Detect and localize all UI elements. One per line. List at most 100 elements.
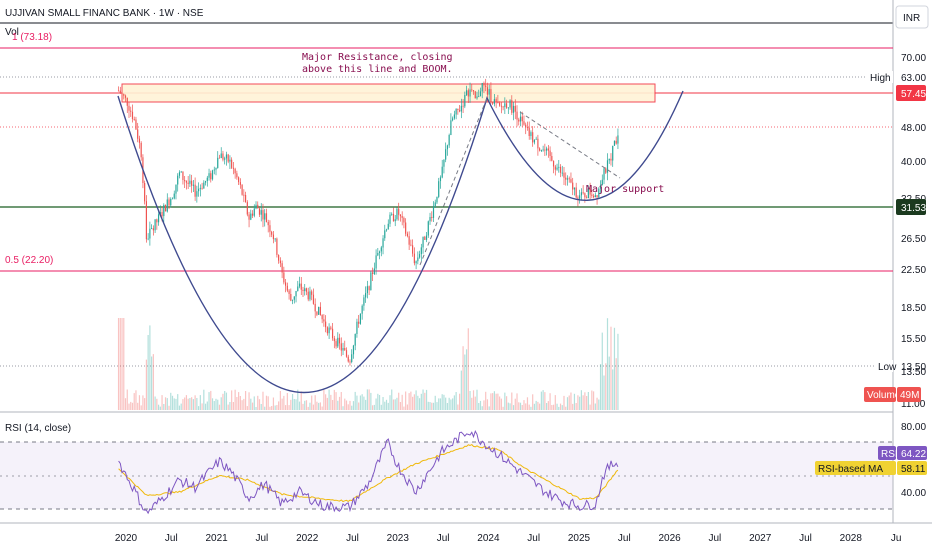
candle-body (427, 221, 429, 236)
candle-body (236, 173, 238, 178)
candle-body (499, 102, 501, 106)
rising-trendline[interactable] (419, 97, 488, 266)
support-annotation[interactable]: Major support (586, 184, 664, 195)
resistance-annotation-line2[interactable]: above this line and BOOM. (302, 64, 453, 75)
volume-bar (250, 398, 252, 410)
candle-body (453, 114, 455, 119)
volume-badge[interactable] (897, 387, 921, 402)
volume-bar (203, 389, 205, 410)
cup-and-handle-curve[interactable] (117, 90, 684, 393)
volume-bar (199, 395, 201, 410)
candle-body (606, 160, 609, 173)
volume-bar (610, 326, 612, 410)
volume-bar (490, 393, 492, 410)
resistance-annotation-line1[interactable]: Major Resistance, closing (302, 52, 453, 63)
volume-bar (335, 392, 337, 410)
volume-bar (133, 393, 135, 410)
candle-body (603, 168, 605, 180)
candle-body (366, 286, 368, 294)
candle-body (267, 222, 269, 226)
volume-bar (502, 406, 504, 410)
candle-body (439, 177, 442, 182)
support-badge[interactable] (896, 199, 926, 215)
price-tick-1550: 15.50 (901, 334, 926, 345)
candle-body (234, 168, 236, 174)
candle-body (124, 95, 127, 98)
volume-bar (608, 356, 610, 410)
low-label: Low (878, 362, 897, 373)
volume-bar (218, 404, 221, 410)
falling-trendline[interactable] (519, 111, 621, 179)
candle-body (119, 90, 121, 94)
candle-body (291, 299, 294, 301)
resistance-badge[interactable] (896, 85, 926, 101)
volume-bar (191, 397, 193, 410)
volume-bar (196, 398, 198, 410)
volume-bar (189, 398, 191, 410)
currency-button-label: INR (903, 13, 920, 24)
time-axis-label: 2028 (840, 533, 863, 544)
candle-body (420, 247, 422, 255)
candle-body (373, 268, 375, 274)
candle-body (469, 89, 471, 97)
volume-bar (356, 395, 358, 410)
resistance-zone-box[interactable] (121, 83, 656, 103)
volume-bar (556, 403, 558, 410)
rsi-line[interactable] (118, 429, 619, 515)
candle-body (382, 238, 384, 248)
volume-bar (192, 399, 194, 410)
candle-body (361, 305, 363, 314)
volume-bar (185, 395, 188, 410)
candle-body (572, 182, 574, 190)
volume-bar (164, 397, 167, 410)
candle-body (377, 253, 379, 256)
currency-button[interactable] (895, 5, 929, 29)
candle-body (302, 289, 304, 291)
volume-bar (178, 405, 181, 410)
volume-bar (521, 405, 523, 410)
candle-body (443, 159, 445, 167)
candle-body (472, 90, 475, 92)
candle-body (194, 184, 196, 197)
volume-bar (345, 400, 348, 410)
candle-body (546, 148, 548, 151)
volume-bar (271, 406, 273, 410)
volume-bar (316, 401, 318, 410)
rsi-badge-value: 64.22 (901, 449, 926, 460)
volume-bar (290, 399, 292, 410)
volume-bar (293, 399, 295, 410)
candle-body (145, 201, 147, 240)
candle-body (417, 257, 419, 262)
candle-body (535, 138, 537, 140)
volume-bar (453, 395, 455, 410)
volume-bar (344, 398, 346, 410)
volume-bar (424, 392, 426, 410)
volume-bar (601, 332, 603, 410)
candle-body (424, 236, 426, 240)
candle-body (173, 193, 175, 199)
rsi-ma-badge[interactable] (897, 461, 927, 475)
rsi-ma-badge-value: 58.11 (901, 464, 926, 475)
rsi-badge[interactable] (897, 446, 927, 460)
candle-body (486, 87, 489, 95)
candle-body (187, 182, 189, 184)
volume-bar (612, 369, 614, 410)
price-tick-48: 48.00 (901, 123, 926, 134)
candle-body (189, 180, 191, 184)
volume-badge-label: Volume (867, 390, 901, 401)
time-axis-label: Jul (799, 533, 812, 544)
candle-body (537, 138, 539, 149)
volume-bar (412, 396, 414, 410)
rsi-ma-line[interactable] (118, 443, 619, 503)
volume-bar (262, 391, 264, 410)
volume-bar (276, 405, 278, 410)
candle-body (258, 208, 261, 215)
volume-bar (505, 396, 508, 410)
volume-bar (384, 401, 386, 410)
candle-body (138, 138, 141, 143)
high-label-bg (866, 71, 893, 83)
candle-body (415, 261, 417, 264)
candle-body (180, 171, 182, 173)
